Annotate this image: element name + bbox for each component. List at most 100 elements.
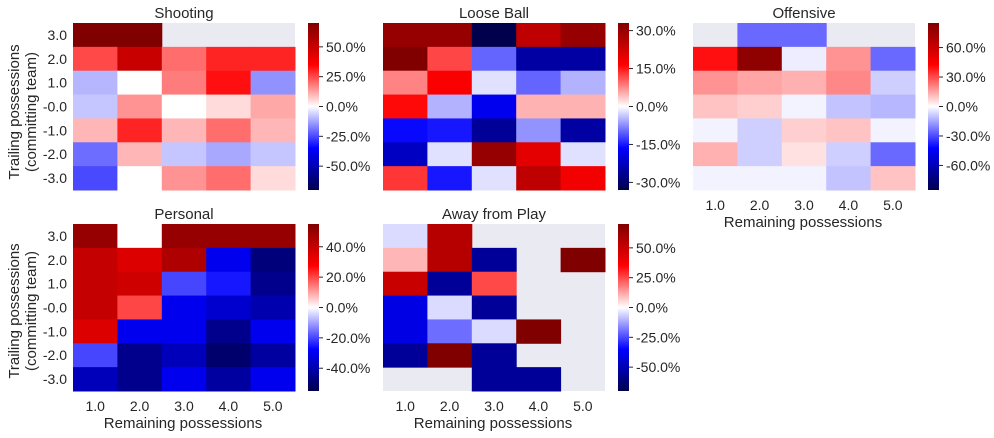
x-tick-label: 4.0 — [529, 398, 549, 414]
heatmap-cell — [516, 319, 562, 344]
y-axis-label-top-line1: Trailing possessions — [6, 44, 23, 179]
x-tick-label: 1.0 — [705, 197, 725, 213]
heatmap-cell — [73, 118, 118, 143]
heatmap-cell — [250, 118, 296, 143]
heatmap-cell — [73, 319, 118, 344]
heatmap-cell — [383, 142, 428, 167]
heatmap-cell — [737, 94, 783, 119]
heatmap-cell — [161, 70, 207, 96]
heatmap-cell — [516, 70, 562, 96]
heatmap-cell — [383, 224, 428, 249]
heatmap-cell — [73, 271, 118, 297]
heatmap-cell — [383, 23, 428, 48]
heatmap-cell — [516, 94, 562, 119]
colorbar-tick-label: 25.0% — [636, 270, 676, 286]
heatmap-cell — [516, 166, 562, 191]
heatmap-cell — [471, 295, 517, 320]
heatmap-cell — [781, 23, 827, 48]
heatmap-cell — [250, 343, 296, 368]
heatmap-cell — [161, 224, 207, 249]
y-tick-label: 1.0 — [48, 276, 68, 292]
heatmap-cell — [383, 166, 428, 191]
x-tick-label: 1.0 — [395, 398, 415, 414]
heatmap-cell — [560, 247, 606, 273]
heatmap-cell — [560, 46, 606, 72]
heatmap-cell — [73, 166, 118, 191]
heatmap-cell — [427, 166, 473, 191]
heatmap-cell — [427, 70, 473, 96]
heatmap-cell — [471, 247, 517, 273]
heatmap-cell — [693, 46, 738, 72]
colorbar-tick-label: 0.0% — [636, 99, 668, 115]
colorbar-tick-label: 25.0% — [326, 69, 366, 85]
heatmap-cell — [161, 247, 207, 273]
heatmap-cell — [471, 271, 517, 297]
heatmap-cell — [206, 295, 252, 320]
heatmap-cell — [826, 166, 872, 191]
heatmap-cell — [117, 343, 163, 368]
heatmap-cell — [427, 46, 473, 72]
heatmap-cell — [471, 142, 517, 167]
heatmap-cell — [427, 94, 473, 119]
heatmap-cell — [73, 46, 118, 72]
y-tick-label: 1.0 — [48, 75, 68, 91]
heatmap-cell — [117, 319, 163, 344]
heatmap-cell — [206, 118, 252, 143]
heatmap-cell — [737, 142, 783, 167]
heatmap-cell — [781, 46, 827, 72]
heatmap-cell — [117, 118, 163, 143]
heatmap-cell — [870, 166, 916, 191]
heatmap-cell — [737, 23, 783, 48]
heatmap-cell — [781, 118, 827, 143]
heatmap-cell — [383, 247, 428, 273]
heatmap-cell — [471, 319, 517, 344]
heatmap-cell — [737, 70, 783, 96]
heatmap-cell — [516, 46, 562, 72]
heatmap-cell — [117, 23, 163, 48]
colorbar — [308, 224, 319, 391]
heatmap-cell — [206, 224, 252, 249]
heatmap-cell — [737, 118, 783, 143]
heatmap-cell — [693, 118, 738, 143]
colorbar-tick-label: -30.0% — [636, 174, 680, 190]
x-tick-label: 2.0 — [130, 398, 150, 414]
colorbar-tick-label: -30.0% — [946, 128, 990, 144]
heatmap-cell — [383, 94, 428, 119]
heatmap-cell — [250, 247, 296, 273]
heatmap-cell — [206, 70, 252, 96]
heatmap-cell — [117, 295, 163, 320]
heatmap-cell — [560, 118, 606, 143]
heatmap-cell — [117, 271, 163, 297]
heatmap-cell — [250, 166, 296, 191]
x-tick-label: 2.0 — [750, 197, 770, 213]
x-tick-label: 5.0 — [263, 398, 283, 414]
heatmap-cell — [250, 142, 296, 167]
x-tick-label: 3.0 — [484, 398, 504, 414]
x-axis-label-personal: Remaining possessions — [104, 415, 262, 432]
heatmap-cell — [826, 70, 872, 96]
y-tick-label: -2.0 — [43, 146, 67, 162]
y-tick-label: 2.0 — [48, 51, 68, 67]
x-axis-label-offensive: Remaining possessions — [724, 214, 882, 231]
heatmap-cell — [693, 70, 738, 96]
heatmap-cell — [206, 142, 252, 167]
heatmap-cell — [206, 319, 252, 344]
heatmap-cell — [250, 319, 296, 344]
colorbar-tick-label: -50.0% — [326, 158, 370, 174]
heatmap-cell — [250, 94, 296, 119]
heatmap-cell — [206, 46, 252, 72]
heatmap-cell — [250, 70, 296, 96]
colorbar-tick-label: -15.0% — [636, 136, 680, 152]
colorbar-tick-label: 0.0% — [326, 300, 358, 316]
heatmap-cell — [73, 70, 118, 96]
y-tick-label: 2.0 — [48, 252, 68, 268]
heatmap-cell — [471, 367, 517, 392]
colorbar-tick-label: 20.0% — [326, 269, 366, 285]
x-tick-label: 4.0 — [219, 398, 239, 414]
heatmap-cell — [250, 367, 296, 392]
heatmap-cell — [427, 295, 473, 320]
heatmap-cell — [870, 142, 916, 167]
heatmap-cell — [117, 166, 163, 191]
heatmap-cell — [161, 319, 207, 344]
